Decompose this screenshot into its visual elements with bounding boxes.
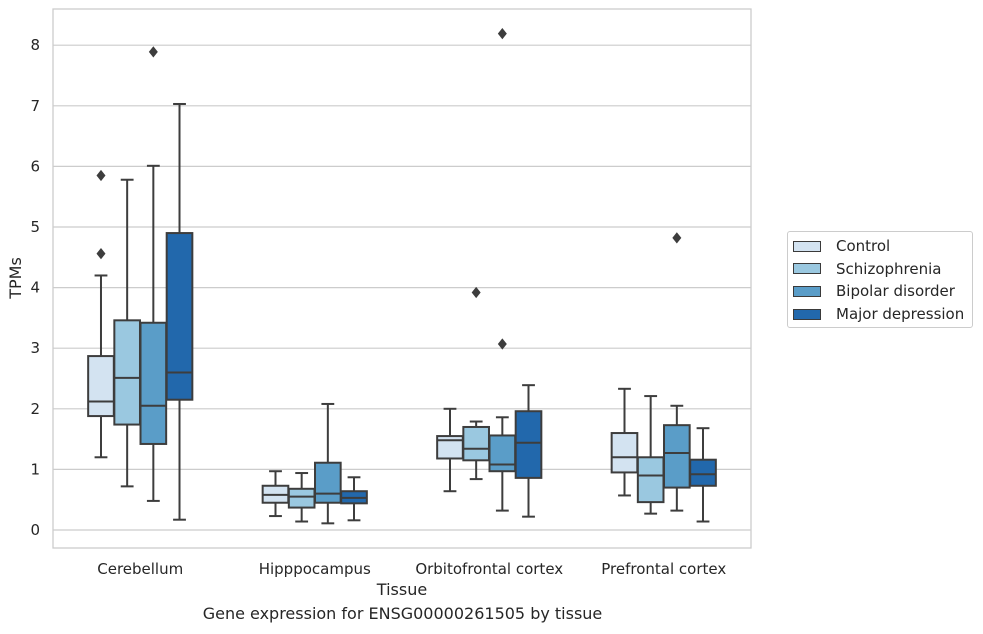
box-major-depression [165, 102, 194, 521]
outlier-point [497, 338, 507, 350]
outlier-point [96, 169, 106, 182]
outlier-point [96, 248, 106, 260]
y-tick-label: 7 [30, 97, 40, 115]
legend-label: Control [836, 237, 891, 256]
y-tick-label: 1 [30, 460, 40, 478]
y-tick-label: 2 [30, 400, 40, 418]
y-tick-label: 6 [30, 157, 40, 175]
legend-item: Control [793, 235, 972, 258]
legend: Control Schizophrenia Bipolar disorder Majo… [787, 231, 973, 328]
legend-item: Schizophrenia [793, 258, 972, 281]
y-tick-label: 5 [30, 218, 40, 236]
box-control [436, 407, 464, 493]
box-iqr [87, 355, 115, 418]
y-tick-label: 0 [30, 521, 40, 539]
box-iqr [139, 321, 168, 445]
chart-caption: Gene expression for ENSG00000261505 by t… [202, 604, 603, 623]
box-schizophrenia [462, 286, 490, 481]
box-iqr [663, 424, 691, 489]
box-bipolar-disorder [488, 28, 517, 512]
box-iqr [165, 232, 194, 401]
box-control [610, 387, 639, 497]
y-tick-labels: 0 1 2 3 4 5 6 7 8 [30, 36, 40, 539]
legend-swatch [793, 240, 821, 252]
boxes [87, 28, 717, 525]
box-iqr [514, 410, 543, 479]
box-schizophrenia [287, 472, 316, 523]
box-iqr [462, 425, 490, 462]
box-bipolar-disorder [314, 402, 342, 525]
legend-swatch [793, 285, 821, 297]
box-iqr [488, 434, 517, 473]
legend-swatch [793, 308, 821, 320]
y-tick-label: 3 [30, 339, 40, 357]
legend-label: Schizophrenia [836, 259, 942, 278]
outlier-point [672, 232, 682, 244]
legend-item: Bipolar disorder [793, 280, 972, 303]
y-axis-title: TPMs [6, 257, 25, 300]
y-tick-label: 4 [30, 279, 40, 297]
box-bipolar-disorder [139, 46, 168, 502]
box-iqr [689, 458, 717, 487]
legend-label: Bipolar disorder [836, 282, 955, 301]
y-tick-label: 8 [30, 36, 40, 54]
legend-label: Major depression [836, 305, 965, 324]
box-major-depression [340, 476, 368, 522]
box-iqr [113, 319, 141, 426]
box-bipolar-disorder [663, 232, 691, 512]
box-iqr [287, 487, 316, 509]
box-iqr [314, 461, 342, 504]
legend-item: Major depression [793, 303, 972, 326]
box-major-depression [514, 384, 543, 518]
box-schizophrenia [636, 395, 665, 515]
legend-swatch [793, 263, 821, 275]
box-schizophrenia [113, 178, 141, 488]
outlier-point [148, 46, 158, 58]
box-control [261, 470, 290, 518]
gridlines [53, 44, 751, 531]
box-iqr [610, 432, 639, 474]
x-axis-title: Tissue [376, 580, 427, 599]
box-iqr [636, 456, 665, 504]
x-tick-labels: Cerebellum Hipppocampus Orbitofrontal cort… [97, 560, 726, 578]
x-tick-label: Hipppocampus [259, 560, 371, 578]
outlier-point [497, 28, 507, 40]
x-tick-label: Prefrontal cortex [601, 560, 726, 578]
outlier-point [471, 286, 481, 299]
x-tick-label: Orbitofrontal cortex [415, 560, 563, 578]
box-major-depression [689, 427, 717, 523]
x-tick-label: Cerebellum [97, 560, 183, 578]
